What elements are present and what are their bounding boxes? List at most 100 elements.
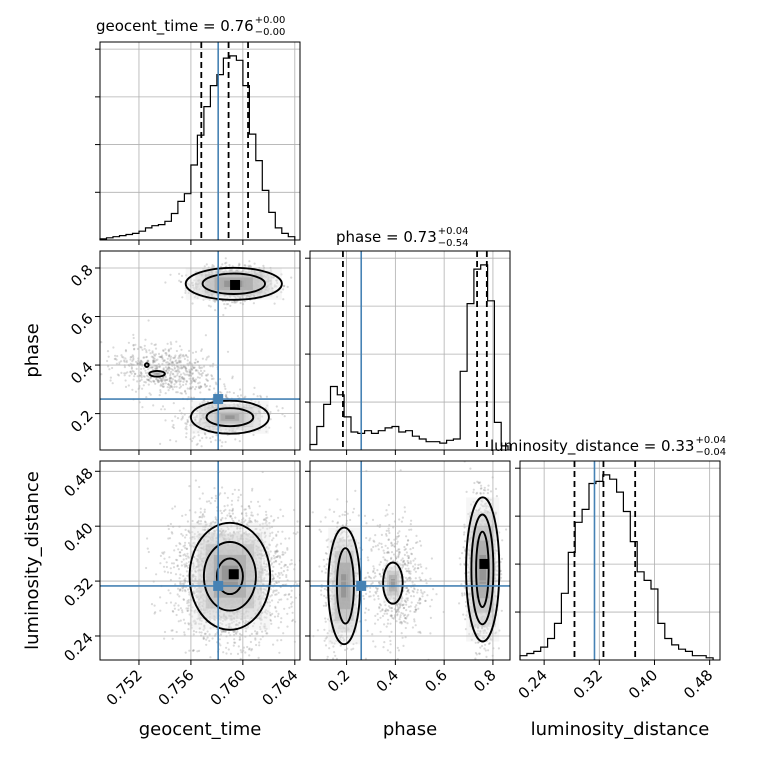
scatter-point xyxy=(229,269,233,272)
scatter-point xyxy=(246,278,249,281)
scatter-point xyxy=(163,570,166,573)
scatter-point xyxy=(230,419,233,422)
scatter-point xyxy=(234,276,237,279)
scatter-point xyxy=(205,378,208,381)
scatter-point xyxy=(153,353,156,356)
scatter-point xyxy=(228,514,232,518)
scatter-point xyxy=(169,439,172,442)
scatter-point xyxy=(140,359,143,363)
scatter-point xyxy=(154,347,158,350)
scatter-point xyxy=(236,404,239,407)
scatter-point xyxy=(228,287,231,290)
scatter-point xyxy=(234,274,238,277)
scatter-point xyxy=(215,271,218,274)
scatter-point xyxy=(252,536,255,539)
scatter-point xyxy=(180,548,183,552)
scatter-point xyxy=(188,361,191,364)
scatter-point xyxy=(194,416,197,419)
scatter-point xyxy=(114,357,117,360)
scatter-point xyxy=(169,372,172,375)
scatter-point xyxy=(227,279,230,282)
scatter-point xyxy=(214,392,217,395)
scatter-point xyxy=(276,549,279,552)
scatter-point xyxy=(225,573,228,576)
scatter-point xyxy=(280,571,283,575)
scatter-point xyxy=(232,294,235,297)
scatter-point xyxy=(171,361,174,364)
scatter-point xyxy=(281,551,284,554)
scatter-point xyxy=(234,516,237,519)
scatter-point xyxy=(183,377,186,380)
scatter-point xyxy=(220,519,223,522)
scatter-point xyxy=(225,285,228,288)
scatter-point xyxy=(212,284,215,287)
scatter-point xyxy=(255,283,258,286)
scatter-point xyxy=(210,294,213,297)
scatter-point xyxy=(223,564,226,567)
scatter-point xyxy=(214,283,217,286)
scatter-point xyxy=(214,529,217,533)
scatter-point xyxy=(244,276,247,279)
scatter-point xyxy=(173,356,177,359)
scatter-point xyxy=(229,304,232,307)
scatter-point xyxy=(234,291,238,294)
scatter-point xyxy=(251,565,254,568)
scatter-point xyxy=(263,275,266,278)
scatter-point xyxy=(205,564,208,568)
scatter-point xyxy=(252,284,255,287)
scatter-point xyxy=(236,270,240,273)
scatter-point xyxy=(226,290,229,294)
scatter-point xyxy=(204,424,207,427)
scatter-point xyxy=(220,275,224,278)
scatter-point xyxy=(136,380,139,383)
scatter-point xyxy=(185,607,188,610)
scatter-point xyxy=(176,368,179,371)
scatter-point xyxy=(269,283,272,286)
scatter-point xyxy=(194,358,197,361)
scatter-point xyxy=(230,411,233,414)
scatter-point xyxy=(247,505,250,508)
scatter-point xyxy=(201,409,204,412)
scatter-point xyxy=(201,401,204,404)
scatter-point xyxy=(206,379,210,382)
scatter-point xyxy=(221,486,224,489)
scatter-point xyxy=(153,359,156,362)
scatter-point xyxy=(194,380,197,383)
scatter-point xyxy=(276,295,279,298)
scatter-point xyxy=(206,293,209,296)
scatter-point xyxy=(202,637,205,640)
scatter-point xyxy=(223,303,226,306)
scatter-point xyxy=(198,273,201,276)
scatter-point xyxy=(232,426,235,429)
scatter-point xyxy=(256,631,259,634)
scatter-point xyxy=(185,562,188,565)
scatter-point xyxy=(229,277,232,280)
scatter-point xyxy=(178,272,181,275)
scatter-point xyxy=(184,577,187,580)
scatter-point xyxy=(169,385,172,388)
scatter-point xyxy=(214,404,218,408)
scatter-point xyxy=(271,531,274,534)
scatter-point xyxy=(150,342,153,345)
scatter-point xyxy=(133,372,136,376)
scatter-point xyxy=(156,373,159,377)
scatter-point xyxy=(271,599,274,602)
scatter-point xyxy=(235,427,238,430)
scatter-point xyxy=(186,370,189,373)
scatter-point xyxy=(154,353,157,356)
scatter-point xyxy=(228,284,231,287)
scatter-point xyxy=(208,425,211,428)
scatter-point xyxy=(151,351,154,354)
scatter-point xyxy=(251,293,254,296)
scatter-point xyxy=(214,280,217,283)
scatter-point xyxy=(188,374,191,377)
scatter-point xyxy=(207,290,210,293)
scatter-point xyxy=(223,278,227,281)
scatter-point xyxy=(237,276,240,279)
scatter-point xyxy=(146,547,149,550)
scatter-point xyxy=(147,383,150,386)
scatter-point xyxy=(245,276,248,279)
scatter-point xyxy=(207,576,210,579)
scatter-point xyxy=(253,262,256,265)
scatter-point xyxy=(169,374,172,377)
